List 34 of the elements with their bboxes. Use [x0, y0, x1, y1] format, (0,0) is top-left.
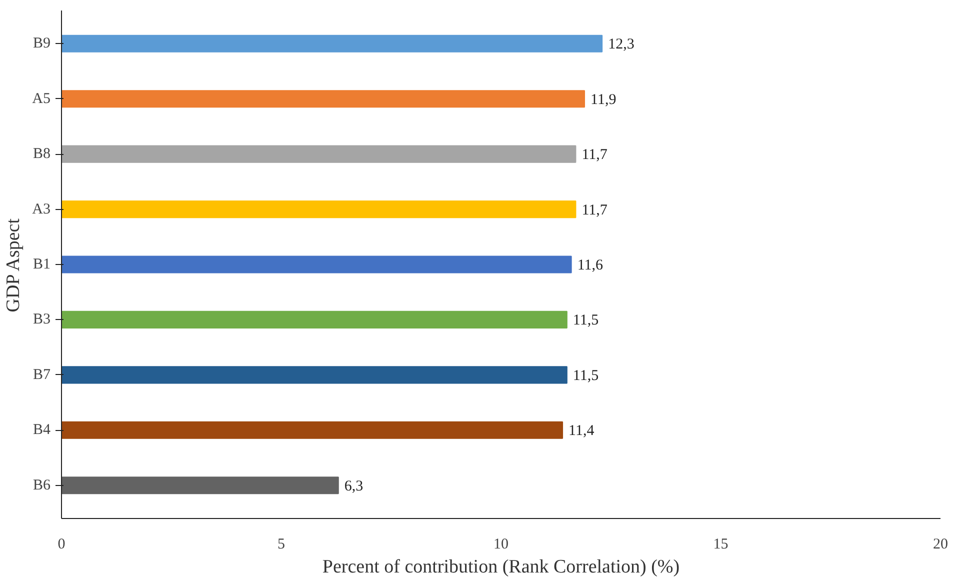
- y-tick-label: A3: [32, 201, 51, 218]
- bar: [62, 256, 572, 274]
- y-tick-label: B7: [32, 366, 51, 383]
- data-label: 11,4: [568, 423, 595, 440]
- y-tick-label: B4: [32, 422, 51, 438]
- bar: [62, 34, 603, 52]
- x-axis-title: Percent of contribution (Rank Correlation) (%): [322, 556, 680, 578]
- data-label: 12,3: [608, 36, 634, 53]
- y-tick-label: A5: [32, 90, 51, 107]
- data-label: 11,5: [572, 368, 599, 384]
- bar: [62, 145, 576, 163]
- x-tick-label: 15: [713, 536, 728, 552]
- y-tick-label: B9: [32, 36, 51, 52]
- data-label: 11,5: [572, 312, 599, 329]
- data-label: 11,7: [582, 202, 608, 218]
- y-tick-label: B8: [32, 146, 51, 162]
- bar: [62, 421, 564, 439]
- data-label: 11,6: [577, 258, 604, 274]
- y-tick-label: B6: [32, 477, 51, 494]
- bar: [62, 200, 576, 218]
- data-label: 11,7: [582, 147, 608, 164]
- bar: [62, 366, 568, 384]
- bar: [62, 476, 339, 494]
- bar: [62, 310, 568, 328]
- x-tick-label: 0: [58, 536, 66, 552]
- y-tick-label: B1: [32, 256, 51, 272]
- data-label: 11,9: [590, 92, 616, 108]
- y-axis-title: GDP Aspect: [3, 218, 24, 312]
- y-tick-label: B3: [32, 312, 51, 328]
- data-label: 6,3: [344, 478, 364, 494]
- x-tick-label: 10: [494, 536, 508, 552]
- bar: [62, 90, 586, 108]
- x-tick-label: 20: [933, 536, 948, 552]
- x-tick-label: 5: [278, 536, 285, 552]
